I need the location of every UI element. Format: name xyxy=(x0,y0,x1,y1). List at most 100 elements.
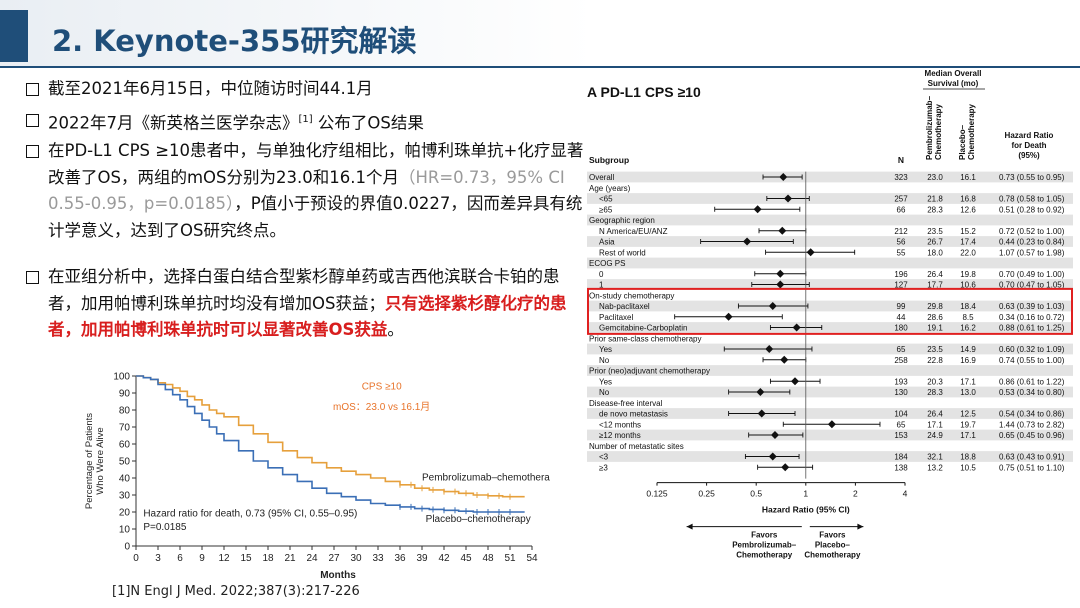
n-value: 66 xyxy=(897,205,906,214)
pembro-mos: 18.0 xyxy=(927,248,943,257)
pembro-mos: 28.3 xyxy=(927,388,943,397)
bullet-box-icon xyxy=(26,145,39,158)
subgroup-label: <12 months xyxy=(599,420,641,429)
pembro-mos: 17.7 xyxy=(927,281,943,290)
placebo-mos: 13.0 xyxy=(960,388,976,397)
y-tick-label: 30 xyxy=(119,491,131,502)
row-shade xyxy=(587,193,1073,204)
subgroup-label: <65 xyxy=(599,195,613,204)
placebo-mos: 10.6 xyxy=(960,281,976,290)
n-value: 212 xyxy=(894,227,908,236)
hr-value: 0.65 (0.45 to 0.96) xyxy=(999,431,1065,440)
bullet-4-pre: 在亚组分析中，选择白蛋白结合型紫杉醇单药或吉西他滨联合卡铂的患者，加用帕博利珠单… xyxy=(48,267,560,313)
pembro-mos: 19.1 xyxy=(927,324,943,333)
hr-point xyxy=(753,205,762,214)
bullet-3: 在PD-L1 CPS ≥10患者中，与单独化疗组相比，帕博利珠单抗+化疗显著改善… xyxy=(26,138,586,244)
y-tick-label: 20 xyxy=(119,508,131,519)
hr-value: 0.86 (0.61 to 1.22) xyxy=(999,377,1065,386)
subgroup-label: Geographic region xyxy=(589,216,655,225)
bullet-4-post: 。 xyxy=(387,320,404,339)
y-tick-label: 100 xyxy=(113,372,130,383)
n-value: 193 xyxy=(894,377,908,386)
hr-column-header: Hazard Ratio xyxy=(1005,131,1054,140)
pembro-mos: 28.6 xyxy=(927,313,943,322)
subgroup-label: Prior same-class chemotherapy xyxy=(589,334,701,343)
placebo-mos: 16.8 xyxy=(960,195,976,204)
pembro-mos: 13.2 xyxy=(927,463,943,472)
subgroup-label: No xyxy=(599,388,610,397)
subgroup-label: Yes xyxy=(599,345,612,354)
placebo-mos: 18.8 xyxy=(960,453,976,462)
hr-value: 1.44 (0.73 to 2.82) xyxy=(999,420,1065,429)
x-tick-label: 24 xyxy=(306,553,318,564)
placebo-mos: 16.9 xyxy=(960,356,976,365)
reference: [1]N Engl J Med. 2022;387(3):217-226 xyxy=(112,584,360,599)
n-value: 65 xyxy=(897,420,906,429)
pembro-mos: 22.8 xyxy=(927,356,943,365)
subgroup-label: Prior (neo)adjuvant chemotherapy xyxy=(589,367,710,376)
n-value: 138 xyxy=(894,463,908,472)
pembro-mos: 23.0 xyxy=(927,173,943,182)
pembro-mos: 17.1 xyxy=(927,420,943,429)
hr-column-header: (95%) xyxy=(1018,151,1040,160)
row-shade xyxy=(587,214,1073,226)
placebo-mos: 8.5 xyxy=(962,313,974,322)
x-tick-label: 30 xyxy=(350,553,362,564)
subgroup-label: Asia xyxy=(599,238,615,247)
x-axis-label: Months xyxy=(320,570,356,581)
km-line-placebo xyxy=(136,375,525,513)
hr-value: 0.44 (0.23 to 0.84) xyxy=(999,238,1065,247)
n-value: 44 xyxy=(897,313,906,322)
favors-left-label: Pembrolizumab– xyxy=(732,541,797,550)
bullet-4: 在亚组分析中，选择白蛋白结合型紫杉醇单药或吉西他滨联合卡铂的患者，加用帕博利珠单… xyxy=(26,264,586,344)
y-tick-label: 40 xyxy=(119,474,131,485)
highlight-box xyxy=(587,287,1073,335)
hr-value: 0.60 (0.32 to 1.09) xyxy=(999,345,1065,354)
row-shade xyxy=(587,257,1073,269)
hr-point xyxy=(778,226,787,235)
title-accent-bar xyxy=(0,10,28,62)
hr-value: 0.63 (0.43 to 0.91) xyxy=(999,453,1065,462)
hazard-ratio-annotation: Hazard ratio for death, 0.73 (95% CI, 0.… xyxy=(143,508,357,519)
hr-value: 0.70 (0.49 to 1.00) xyxy=(999,270,1065,279)
favors-right-label: Chemotherapy xyxy=(804,551,861,560)
page-title: 2. Keynote-355研究解读 xyxy=(52,24,417,58)
favors-right-label: Placebo– xyxy=(815,541,851,550)
n-value: 184 xyxy=(894,453,908,462)
placebo-column-header-line: Chemotherapy xyxy=(967,103,976,160)
n-value: 196 xyxy=(894,270,908,279)
n-value: 323 xyxy=(894,173,908,182)
citation-sup: [1] xyxy=(298,114,313,125)
bullet-2-text: 2022年7月《新英格兰医学杂志》[1] 公布了OS结果 xyxy=(48,107,586,137)
subgroup-label: 1 xyxy=(599,281,604,290)
hr-value: 0.88 (0.61 to 1.25) xyxy=(999,324,1065,333)
hr-point xyxy=(768,452,777,461)
placebo-mos: 16.2 xyxy=(960,324,976,333)
hr-point xyxy=(757,409,766,418)
forest-x-tick-label: 4 xyxy=(903,489,908,499)
x-tick-label: 27 xyxy=(328,553,340,564)
x-tick-label: 3 xyxy=(155,553,161,564)
subgroup-label: ≥65 xyxy=(599,205,613,214)
y-tick-label: 80 xyxy=(119,406,131,417)
favors-left-arrowhead xyxy=(686,523,693,530)
pembro-column-header-line: Chemotherapy xyxy=(934,103,943,160)
y-tick-label: 60 xyxy=(119,440,131,451)
pembro-mos: 32.1 xyxy=(927,453,943,462)
hr-value: 0.34 (0.16 to 0.72) xyxy=(999,313,1065,322)
n-value: 55 xyxy=(897,248,906,257)
subgroup-label: Number of metastatic sites xyxy=(589,442,684,451)
subgroup-label: <3 xyxy=(599,453,609,462)
n-value: 104 xyxy=(894,410,908,419)
hr-point xyxy=(784,194,793,203)
placebo-mos: 19.7 xyxy=(960,420,976,429)
x-tick-label: 18 xyxy=(262,553,274,564)
n-value: 99 xyxy=(897,302,906,311)
pembro-column-header-line: Pembrolizumab– xyxy=(925,95,934,160)
placebo-column-header: Placebo–Chemotherapy xyxy=(958,103,976,160)
x-tick-label: 48 xyxy=(482,553,494,564)
subgroup-label: Yes xyxy=(599,377,612,386)
hr-point xyxy=(781,463,790,472)
y-tick-label: 0 xyxy=(124,542,130,553)
